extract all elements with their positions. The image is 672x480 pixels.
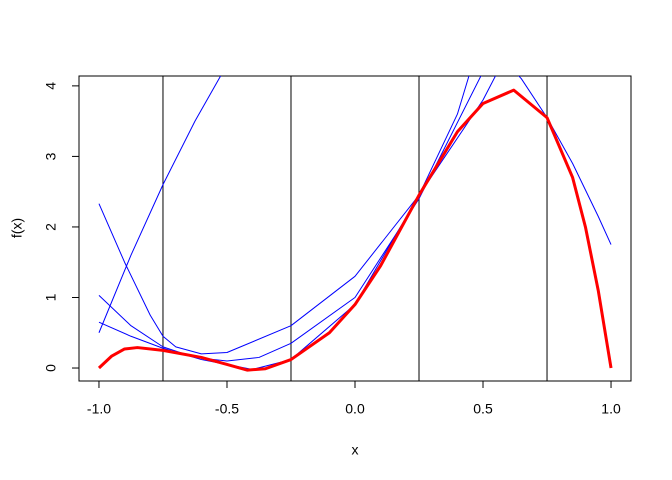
x-tick-label: 0.0 (345, 401, 365, 417)
y-tick-label: 4 (43, 82, 59, 90)
y-axis-label: f(x) (9, 218, 25, 238)
y-tick-label: 2 (43, 223, 59, 231)
x-tick-label: 1.0 (601, 401, 621, 417)
curve (98, 76, 222, 333)
x-tick-label: 0.5 (473, 401, 493, 417)
x-axis-label: x (352, 442, 359, 458)
curve (518, 76, 612, 245)
y-tick-label: 0 (43, 364, 59, 372)
curve (97, 88, 613, 372)
x-tick-label: -0.5 (215, 401, 239, 417)
plot-area (97, 76, 613, 381)
y-tick-label: 1 (43, 293, 59, 301)
curve (98, 76, 470, 355)
x-tick-label: -1.0 (87, 401, 111, 417)
curve (98, 76, 497, 370)
y-tick-label: 3 (43, 152, 59, 160)
